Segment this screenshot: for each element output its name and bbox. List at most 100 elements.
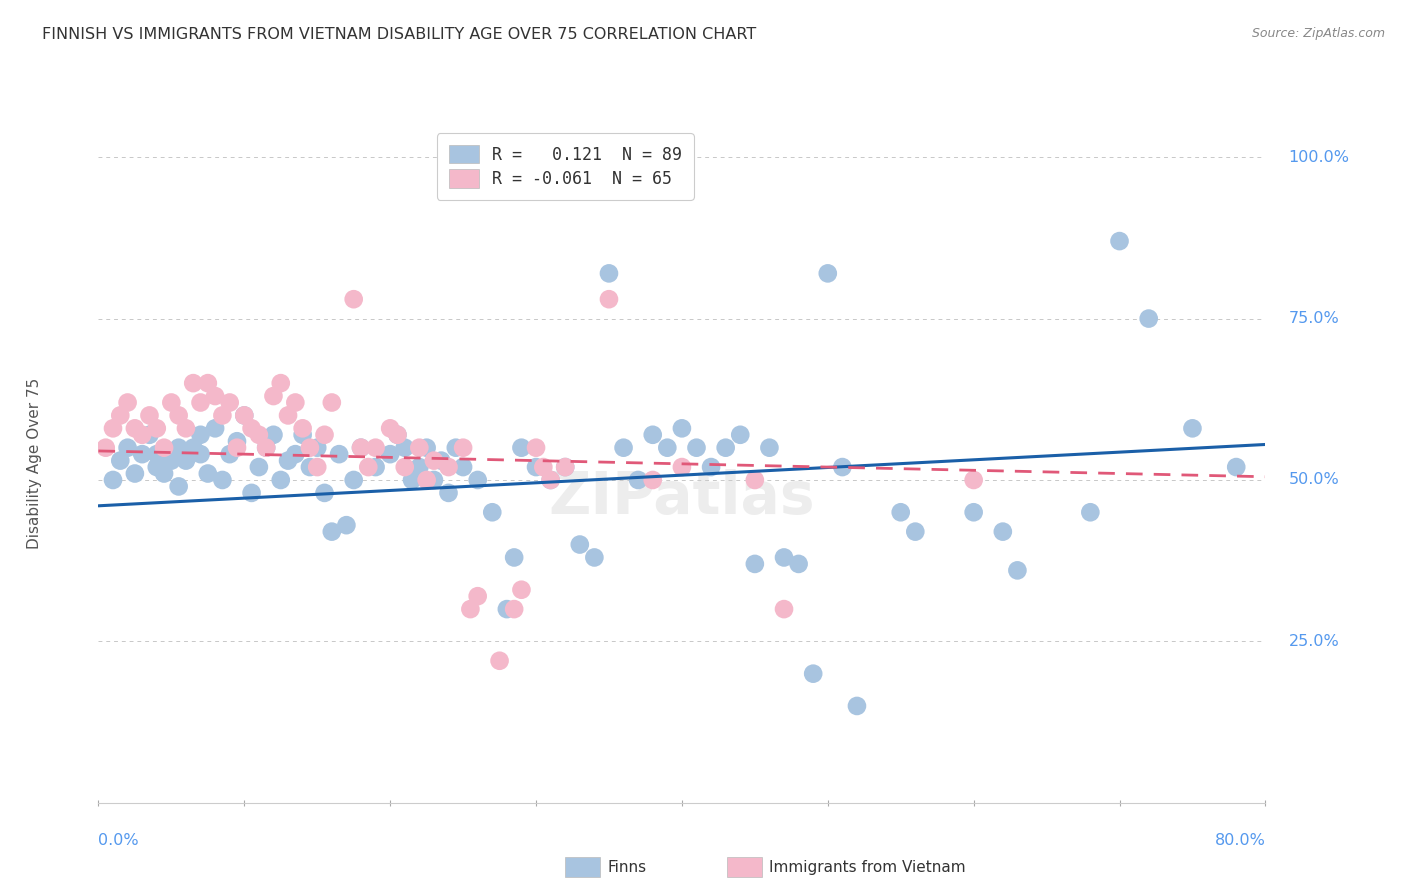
Point [138, 427, 160, 442]
Point [307, 441, 329, 455]
Point [437, 460, 460, 475]
Point [204, 421, 226, 435]
Point [181, 376, 204, 391]
Point [641, 473, 664, 487]
Point [110, 453, 132, 467]
Point [254, 441, 277, 455]
Point [583, 550, 606, 565]
Point [1007, 563, 1029, 577]
Point [467, 589, 489, 603]
Point [284, 395, 307, 409]
Point [730, 427, 752, 442]
Point [773, 550, 796, 565]
Point [657, 441, 679, 455]
Point [277, 409, 299, 423]
Text: 25.0%: 25.0% [1289, 634, 1340, 648]
Point [291, 421, 314, 435]
Point [328, 447, 350, 461]
Point [101, 421, 124, 435]
Point [124, 467, 146, 481]
Point [218, 395, 240, 409]
Point [270, 376, 292, 391]
Point [991, 524, 1014, 539]
Text: Finns: Finns [607, 860, 647, 874]
Point [1225, 460, 1247, 475]
Point [787, 557, 810, 571]
Point [167, 441, 190, 455]
Point [460, 602, 482, 616]
Point [174, 453, 197, 467]
Point [540, 473, 562, 487]
Point [364, 441, 387, 455]
Point [247, 460, 270, 475]
Point [146, 421, 169, 435]
Point [773, 602, 796, 616]
Point [744, 473, 766, 487]
Point [510, 441, 533, 455]
Point [240, 486, 263, 500]
Point [408, 460, 430, 475]
Point [758, 441, 780, 455]
Point [415, 473, 437, 487]
Point [451, 441, 474, 455]
Point [627, 473, 650, 487]
Point [160, 453, 183, 467]
Text: 50.0%: 50.0% [1289, 473, 1340, 488]
Point [598, 292, 620, 306]
Point [408, 441, 430, 455]
Text: 100.0%: 100.0% [1289, 150, 1350, 165]
Point [904, 524, 927, 539]
Point [218, 447, 240, 461]
Point [343, 292, 366, 306]
Point [387, 427, 409, 442]
Point [197, 376, 219, 391]
Point [101, 473, 124, 487]
Point [270, 473, 292, 487]
Point [554, 460, 576, 475]
Point [298, 441, 321, 455]
Point [387, 427, 409, 442]
Point [962, 505, 984, 519]
Point [437, 486, 460, 500]
Text: 0.0%: 0.0% [98, 833, 139, 848]
Point [321, 395, 343, 409]
Point [211, 409, 233, 423]
Point [415, 441, 437, 455]
Point [451, 460, 474, 475]
Point [262, 427, 284, 442]
Point [233, 409, 256, 423]
Text: ZIPatlas: ZIPatlas [548, 469, 815, 526]
Point [598, 266, 620, 280]
Point [423, 473, 446, 487]
Point [190, 395, 212, 409]
Point [350, 441, 373, 455]
Point [744, 557, 766, 571]
Point [612, 441, 634, 455]
Point [314, 427, 336, 442]
Point [831, 460, 853, 475]
Point [174, 421, 197, 435]
Point [394, 441, 416, 455]
Point [364, 460, 387, 475]
Point [801, 666, 824, 681]
Point [401, 473, 423, 487]
Point [233, 409, 256, 423]
Point [890, 505, 912, 519]
Point [298, 460, 321, 475]
Text: FINNISH VS IMMIGRANTS FROM VIETNAM DISABILITY AGE OVER 75 CORRELATION CHART: FINNISH VS IMMIGRANTS FROM VIETNAM DISAB… [42, 27, 756, 42]
Point [350, 441, 373, 455]
Point [685, 441, 707, 455]
Point [204, 389, 226, 403]
Point [110, 409, 132, 423]
Point [394, 460, 416, 475]
Point [641, 427, 664, 442]
Point [444, 441, 467, 455]
Point [540, 473, 562, 487]
Point [335, 518, 357, 533]
Point [481, 505, 503, 519]
Point [488, 654, 510, 668]
Point [343, 473, 366, 487]
Point [568, 537, 591, 551]
Point [700, 460, 723, 475]
Point [531, 460, 554, 475]
